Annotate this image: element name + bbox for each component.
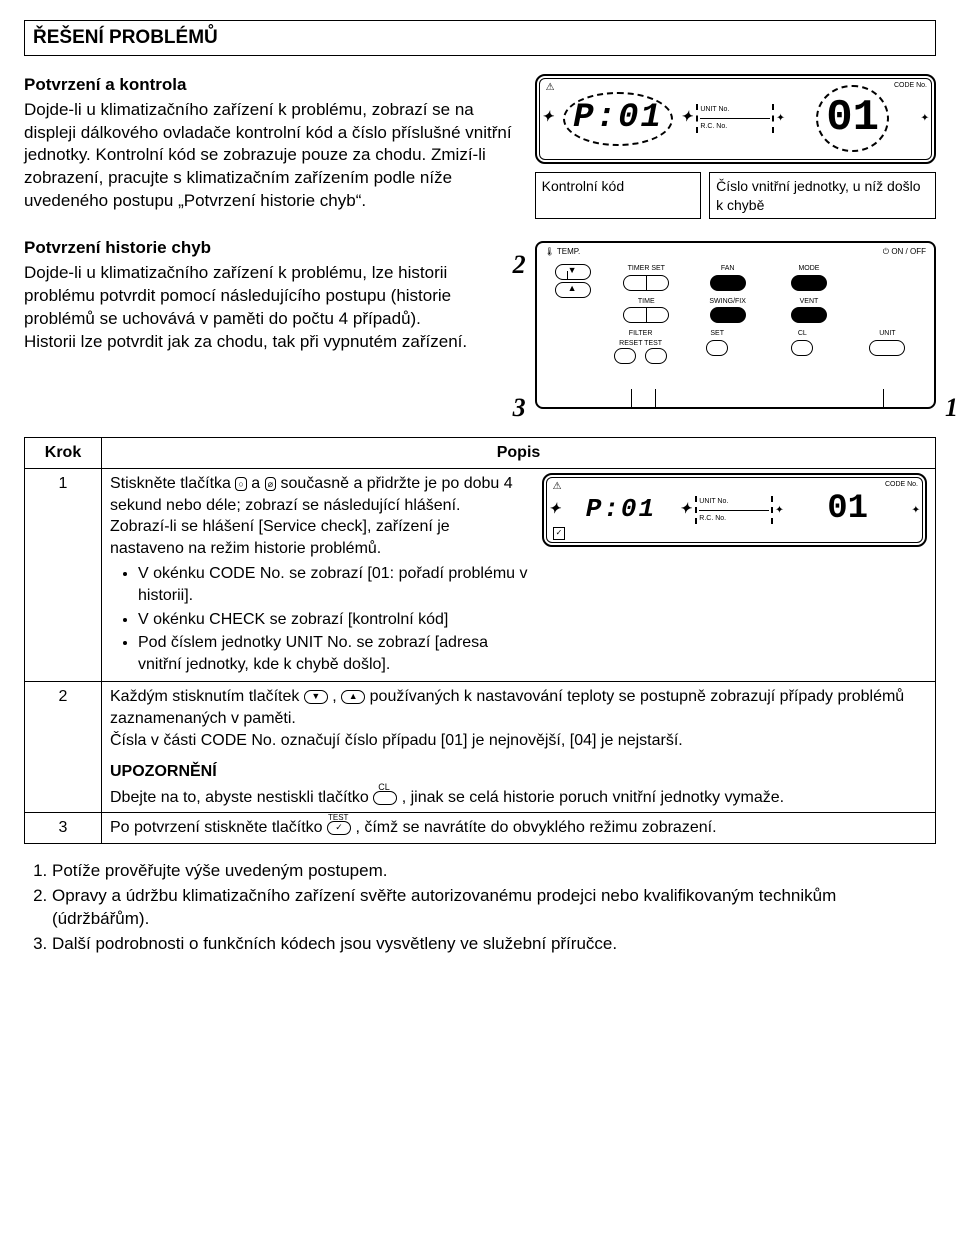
th-popis: Popis: [102, 438, 936, 469]
steps-table: Krok Popis 1 Stiskněte tlačítka ○ a ⌀ so…: [24, 437, 936, 844]
lcd-unit-number: 01: [816, 85, 889, 152]
section-1-text: Potvrzení a kontrola Dojde-li u klimatiz…: [24, 74, 515, 220]
warning-heading: UPOZORNĚNÍ: [110, 761, 927, 783]
footer-item-3: Další podrobnosti o funkčních kódech jso…: [52, 933, 936, 956]
service-check-icon: ✓: [553, 527, 566, 540]
lcd-left-value: P:01: [540, 92, 697, 146]
lcd2-left: P:01: [547, 492, 696, 527]
footer-list: Potíže prověřujte výše uvedeným postupem…: [24, 860, 936, 956]
caption-unit-number: Číslo vnitřní jednotky, u níž došlo k ch…: [709, 172, 936, 220]
onoff-label: ⏻ ON / OFF: [883, 247, 926, 258]
bullet-2: V okénku CHECK se zobrazí [kontrolní kód…: [138, 609, 528, 631]
cl-icon: CL: [373, 791, 397, 805]
temp-buttons: ▼ ▲: [545, 264, 601, 364]
step-1-num: 1: [25, 469, 102, 682]
footer-item-2: Opravy a údržbu klimatizačního zařízení …: [52, 885, 936, 931]
step-row-1: 1 Stiskněte tlačítka ○ a ⌀ současně a př…: [25, 469, 936, 682]
set-button[interactable]: [706, 340, 728, 356]
unit-no-label: UNIT No.: [700, 106, 770, 114]
swing-label: SWING/FIX: [692, 297, 763, 306]
page-title: ŘEŠENÍ PROBLÉMŮ: [33, 27, 218, 48]
bullet-3: Pod číslem jednotky UNIT No. se zobrazí …: [138, 632, 528, 675]
lcd-inner: ⚠ CODE No. P:01 UNIT No. R.C. No. 01: [539, 78, 932, 160]
callout-1: 1: [945, 390, 958, 425]
step-2-num: 2: [25, 682, 102, 813]
footer-item-1: Potíže prověřujte výše uvedeným postupem…: [52, 860, 936, 883]
temp-up-icon: ▲: [341, 690, 365, 704]
bullet-1: V okénku CODE No. se zobrazí [01: pořadí…: [138, 563, 528, 606]
section-2-para: Dojde-li u klimatizačního zařízení k pro…: [24, 262, 515, 354]
page-title-box: ŘEŠENÍ PROBLÉMŮ: [24, 20, 936, 56]
section-1-row: Potvrzení a kontrola Dojde-li u klimatiz…: [24, 74, 936, 220]
lcd-right-value: 01: [774, 85, 931, 152]
time-label: TIME: [611, 297, 682, 306]
callout-2: 2: [513, 247, 526, 282]
mode-button[interactable]: [791, 275, 827, 291]
filter-button[interactable]: [614, 348, 636, 364]
test-icon: TEST✓: [327, 821, 351, 835]
th-krok: Krok: [25, 438, 102, 469]
caption-kontrolni-kod: Kontrolní kód: [535, 172, 702, 220]
figure-1: ⚠ CODE No. P:01 UNIT No. R.C. No. 01 Kon…: [535, 74, 936, 220]
remote-panel: 🌡 TEMP. ⏻ ON / OFF ▼ ▲ TIMER SET FAN MOD…: [535, 241, 936, 409]
temp-down-icon: ▼: [304, 690, 328, 704]
cl-button[interactable]: [791, 340, 813, 356]
figure-1-captions: Kontrolní kód Číslo vnitřní jednotky, u …: [535, 172, 936, 220]
section-2-text: Potvrzení historie chyb Dojde-li u klima…: [24, 237, 515, 419]
step-1-desc: Stiskněte tlačítka ○ a ⌀ současně a přid…: [102, 469, 936, 682]
vent-button[interactable]: [791, 307, 827, 323]
vent-label: VENT: [773, 297, 844, 306]
step-row-3: 3 Po potvrzení stiskněte tlačítko TEST✓ …: [25, 813, 936, 844]
figure-2-remote: 2 3 1 🌡 TEMP. ⏻ ON / OFF ▼ ▲ TIMER SET F…: [535, 237, 936, 419]
swing-button[interactable]: [710, 307, 746, 323]
step-row-2: 2 Každým stisknutím tlačítek ▼ , ▲ použí…: [25, 682, 936, 813]
lcd-mid-labels: UNIT No. R.C. No.: [696, 104, 774, 132]
set-label: SET: [679, 329, 756, 338]
unit-button[interactable]: [869, 340, 905, 356]
step-3-num: 3: [25, 813, 102, 844]
fan-button[interactable]: [710, 275, 746, 291]
section-2-heading: Potvrzení historie chyb: [24, 237, 515, 260]
step-1-bullets: V okénku CODE No. se zobrazí [01: pořadí…: [110, 563, 528, 675]
lcd-panel: ⚠ CODE No. P:01 UNIT No. R.C. No. 01: [535, 74, 936, 164]
time-button[interactable]: [623, 307, 669, 323]
section-1-heading: Potvrzení a kontrola: [24, 74, 515, 97]
rc-no-label: R.C. No.: [700, 123, 770, 131]
temp-up-button[interactable]: ▲: [555, 282, 591, 298]
lcd2-mid: UNIT No. R.C. No.: [695, 496, 773, 524]
filter-label: FILTER: [611, 329, 671, 338]
test-icon-inline: ⌀: [265, 477, 276, 491]
lcd-check-code: P:01: [563, 92, 673, 146]
section-2-row: Potvrzení historie chyb Dojde-li u klima…: [24, 237, 936, 419]
test-button[interactable]: [645, 348, 667, 364]
cl-label: CL: [764, 329, 841, 338]
step-2-desc: Každým stisknutím tlačítek ▼ , ▲ používa…: [102, 682, 936, 813]
callout-3: 3: [513, 390, 526, 425]
remote-button-grid: TIMER SET FAN MODE TIME SWING/FIX VENT F…: [611, 264, 926, 364]
lcd2-right: 01: [773, 487, 922, 533]
unit-label: UNIT: [849, 329, 926, 338]
reset-test-label: RESET TEST: [611, 339, 671, 348]
fan-label: FAN: [692, 264, 763, 273]
temp-down-button[interactable]: ▼: [555, 264, 591, 280]
temp-label: 🌡 TEMP.: [545, 247, 581, 258]
timer-set-button[interactable]: [623, 275, 669, 291]
mode-label: MODE: [773, 264, 844, 273]
set-icon: ○: [235, 477, 246, 491]
timer-set-label: TIMER SET: [611, 264, 682, 273]
section-1-para: Dojde-li u klimatizačního zařízení k pro…: [24, 99, 515, 214]
step-1-lcd: ⚠ CODE No. ✓ P:01 UNIT No. R.C. No.: [542, 473, 927, 547]
step-3-desc: Po potvrzení stiskněte tlačítko TEST✓ , …: [102, 813, 936, 844]
remote-top-row: 🌡 TEMP. ⏻ ON / OFF: [545, 247, 926, 258]
